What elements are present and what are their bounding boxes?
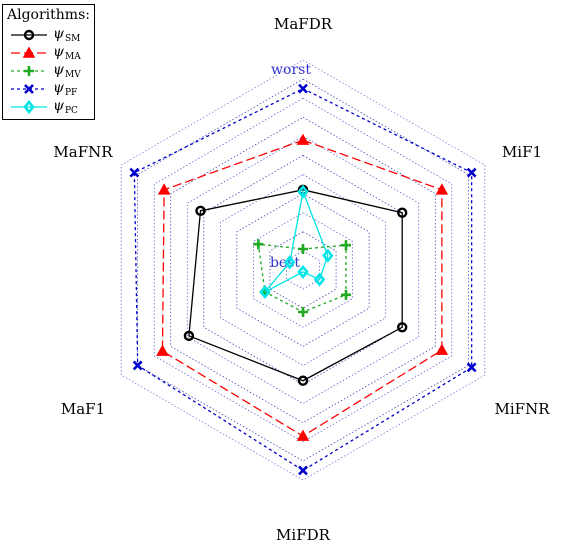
data-point-ma <box>157 183 171 195</box>
data-point-pc <box>297 264 309 279</box>
series-sm <box>183 184 408 386</box>
series-mv <box>253 239 351 317</box>
data-point-ma <box>435 343 449 355</box>
data-point-pf <box>132 360 143 371</box>
grid-ring <box>120 59 486 481</box>
series-group <box>129 83 477 476</box>
data-point-pf <box>466 362 477 373</box>
axis-label-mifdr: MiFDR <box>276 526 331 544</box>
data-point-mv <box>340 289 351 300</box>
series-line-pf <box>133 87 473 472</box>
series-line-pc <box>264 189 329 293</box>
data-point-pf <box>466 167 477 178</box>
legend-marker-mv <box>24 66 34 76</box>
data-point-pf <box>298 465 308 476</box>
legend-subscript: PF <box>64 88 78 98</box>
data-point-ma <box>156 344 169 356</box>
legend-swatch-pf <box>11 84 47 94</box>
legend-symbol: ψ <box>53 44 64 60</box>
data-point-pc <box>284 255 296 270</box>
legend-swatch-sm <box>11 29 47 41</box>
series-line-sm <box>188 189 403 382</box>
legend-subscript: SM <box>64 34 81 44</box>
legend-item-pc: ψPC <box>9 98 95 116</box>
data-point-sm <box>183 330 195 342</box>
data-point-pc <box>259 284 271 300</box>
legend-subscript: MA <box>64 52 81 62</box>
legend-marker-sm <box>23 29 35 41</box>
radar-grid <box>120 59 486 481</box>
axis-label-mafdr: MaFDR <box>274 15 333 33</box>
axis-label-mif1: MiF1 <box>502 143 542 161</box>
series-ma <box>156 133 449 441</box>
legend-symbol: ψ <box>53 62 64 78</box>
axis-labels: MaFDR MiF1 MiFNR MiFDR MaF1 MaFNR <box>53 15 550 544</box>
legend-subscript: MV <box>64 70 81 80</box>
axis-label-mafnr: MaFNR <box>53 143 113 161</box>
data-point-pc <box>313 272 326 287</box>
series-line-ma <box>161 139 443 437</box>
axis-label-maf1: MaF1 <box>61 400 105 418</box>
data-point-mv <box>340 240 351 251</box>
grid-ring <box>236 193 370 347</box>
legend-label-sm: ψSM <box>53 26 81 44</box>
legend-marker-ma <box>22 46 36 58</box>
grid-ring <box>153 97 453 443</box>
legend: Algorithms: ψSM ψMA ψMV ψPF ψPC <box>2 4 95 120</box>
series-pf <box>129 83 477 476</box>
data-point-mv <box>298 307 308 317</box>
data-point-sm <box>195 205 206 217</box>
data-point-sm <box>396 207 408 218</box>
data-point-sm <box>297 375 309 386</box>
legend-label-mv: ψMV <box>53 62 81 80</box>
data-point-pf <box>129 167 140 178</box>
legend-title: Algorithms: <box>7 7 90 23</box>
data-point-sm <box>396 322 408 333</box>
grid-ring <box>219 174 387 366</box>
data-point-ma <box>296 429 310 441</box>
legend-swatch-mv <box>11 66 47 76</box>
legend-symbol: ψ <box>53 80 64 96</box>
data-point-ma <box>435 183 449 195</box>
legend-item-sm: ψSM <box>9 26 95 44</box>
data-point-mv <box>298 244 308 254</box>
legend-label-pf: ψPF <box>53 80 78 98</box>
legend-marker-pf <box>24 84 34 94</box>
data-point-pc <box>322 248 334 263</box>
grid-ring <box>170 116 436 424</box>
legend-marker-pc <box>23 99 35 115</box>
legend-subscript: PC <box>64 106 78 116</box>
grid-ring <box>186 135 420 405</box>
series-pc <box>259 184 334 300</box>
data-point-mv <box>253 239 264 250</box>
data-point-pf <box>298 83 308 94</box>
axis-label-mifnr: MiFNR <box>495 400 551 418</box>
legend-swatch-ma <box>11 46 47 58</box>
grid-ring <box>253 212 353 328</box>
data-point-pc <box>297 184 309 199</box>
legend-symbol: ψ <box>53 26 64 42</box>
legend-item-pf: ψPF <box>9 80 95 98</box>
legend-symbol: ψ <box>53 98 64 114</box>
legend-swatch-pc <box>11 99 47 115</box>
legend-item-ma: ψMA <box>9 44 95 62</box>
legend-label-pc: ψPC <box>53 98 78 116</box>
scale-label-worst: worst <box>271 62 311 78</box>
data-point-ma <box>296 133 310 145</box>
legend-label-ma: ψMA <box>53 44 81 62</box>
legend-item-mv: ψMV <box>9 62 95 80</box>
